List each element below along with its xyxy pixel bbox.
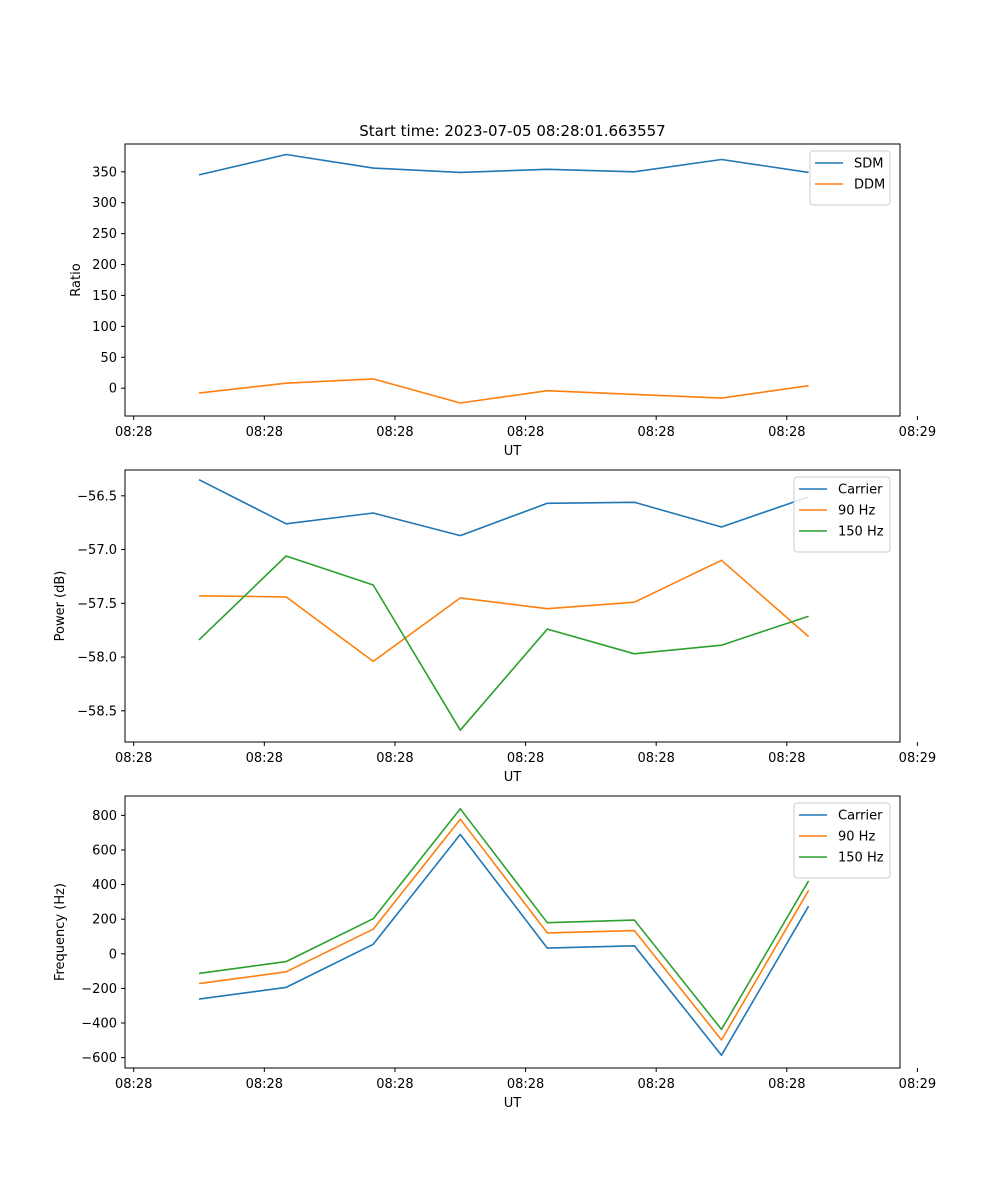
axes-frame — [124, 143, 901, 417]
series-line-sdm — [198, 153, 809, 176]
series-line-carrier — [198, 478, 809, 537]
legend-box — [793, 802, 891, 879]
axes-frame — [124, 795, 901, 1069]
series-line-90-hz — [198, 818, 810, 1041]
legend-label: 90 Hz — [838, 830, 875, 845]
series-line-ddm — [198, 378, 809, 404]
y-tick-label: −600 — [81, 1051, 117, 1066]
x-tick-label: 08:28 — [246, 425, 283, 440]
x-tick-label: 08:28 — [376, 751, 413, 766]
y-tick-label: −57.0 — [77, 543, 117, 558]
axes-frame — [124, 469, 901, 743]
y-axis-label: Ratio — [69, 263, 84, 296]
series-line-150-hz — [198, 807, 810, 1031]
legend-label: SDM — [854, 157, 883, 172]
x-tick-label: 08:28 — [637, 425, 674, 440]
legend: SDM DDM — [809, 150, 891, 206]
y-tick-label: 350 — [92, 165, 117, 180]
y-tick-label: 0 — [109, 947, 117, 962]
subplot-3: 08:28 08:28 08:28 08:28 08:28 08:28 08:29 −600 −… — [53, 795, 936, 1111]
y-tick-label: −400 — [81, 1017, 117, 1032]
y-tick-label: 150 — [92, 289, 117, 304]
series-line-90-hz — [198, 559, 810, 663]
x-tick-label: 08:28 — [768, 1077, 805, 1092]
y-tick-label: 50 — [100, 351, 117, 366]
y-tick-label: 400 — [92, 878, 117, 893]
x-tick-label: 08:28 — [768, 425, 805, 440]
x-axis-label: UT — [504, 770, 522, 785]
legend-label: 150 Hz — [838, 851, 884, 866]
y-tick-label: 800 — [92, 809, 117, 824]
y-tick-label: −58.5 — [77, 704, 117, 719]
x-tick-label: 08:28 — [768, 751, 805, 766]
legend-label: Carrier — [838, 809, 883, 824]
series-line-150-hz — [198, 555, 809, 732]
x-tick-label: 08:28 — [115, 751, 152, 766]
y-tick-label: 250 — [92, 227, 117, 242]
figure-title: Start time: 2023-07-05 08:28:01.663557 — [359, 122, 665, 140]
y-axis-label: Frequency (Hz) — [53, 883, 68, 981]
x-tick-label: 08:28 — [376, 425, 413, 440]
x-tick-label: 08:28 — [246, 1077, 283, 1092]
x-tick-label: 08:28 — [376, 1077, 413, 1092]
x-tick-label: 08:28 — [637, 751, 674, 766]
x-axis-label: UT — [504, 444, 522, 459]
y-tick-label: 0 — [109, 382, 117, 397]
legend-label: 150 Hz — [838, 525, 884, 540]
y-tick-label: −200 — [81, 982, 117, 997]
x-tick-label: 08:29 — [899, 1077, 936, 1092]
subplot-2: 08:28 08:28 08:28 08:28 08:28 08:28 08:29 −58.5… — [53, 469, 936, 785]
y-tick-label: −58.0 — [77, 651, 117, 666]
y-tick-label: 300 — [92, 196, 117, 211]
subplot-1: 08:28 08:28 08:28 08:28 08:28 08:28 08:29 0 50 10… — [69, 143, 936, 459]
x-tick-label: 08:28 — [246, 751, 283, 766]
x-tick-label: 08:28 — [507, 425, 544, 440]
x-tick-label: 08:28 — [507, 1077, 544, 1092]
y-tick-label: 100 — [92, 320, 117, 335]
y-tick-label: −57.5 — [77, 597, 117, 612]
x-tick-label: 08:28 — [637, 1077, 674, 1092]
series-line-carrier — [198, 833, 810, 1056]
legend-label: DDM — [854, 178, 885, 193]
x-tick-label: 08:28 — [507, 751, 544, 766]
x-axis-label: UT — [504, 1096, 522, 1111]
y-axis-label: Power (dB) — [53, 571, 68, 642]
y-tick-label: 200 — [92, 913, 117, 928]
plots-container: 08:28 08:28 08:28 08:28 08:28 08:28 08:29 0 50 10… — [53, 143, 936, 1111]
x-tick-label: 08:28 — [115, 425, 152, 440]
x-tick-label: 08:29 — [899, 751, 936, 766]
x-tick-label: 08:29 — [899, 425, 936, 440]
legend-label: Carrier — [838, 483, 883, 498]
legend-box — [793, 476, 891, 553]
legend-box — [809, 150, 891, 206]
legend: Carrier 90 Hz 150 Hz — [793, 802, 891, 879]
legend: Carrier 90 Hz 150 Hz — [793, 476, 891, 553]
y-tick-label: 200 — [92, 258, 117, 273]
y-tick-label: 600 — [92, 843, 117, 858]
y-tick-label: −56.5 — [77, 489, 117, 504]
x-tick-label: 08:28 — [115, 1077, 152, 1092]
legend-label: 90 Hz — [838, 504, 875, 519]
